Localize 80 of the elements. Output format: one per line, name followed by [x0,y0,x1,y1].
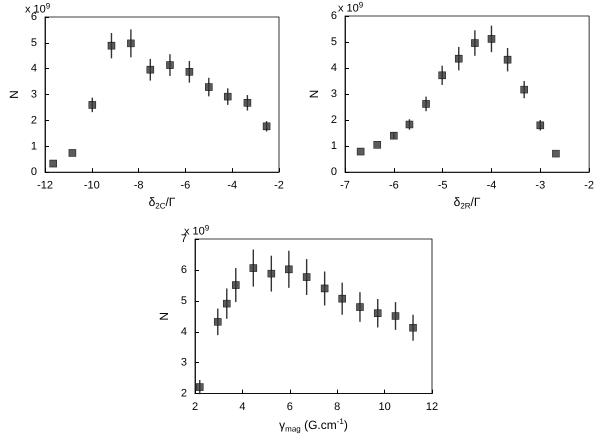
y-tick-label: 4 [30,62,38,75]
point [49,160,58,168]
y-tick-label: 1 [330,140,338,152]
x-tick-label: 2 [192,401,198,414]
point [224,92,232,100]
point [392,312,400,320]
x-tick-label: 10 [378,401,391,414]
y-tick-label: 3 [30,88,38,101]
x-tick-label: 8 [334,401,340,414]
y-tick-label: 7 [180,233,188,245]
x-tick-label: 12 [426,401,438,414]
y-tick-label: 3 [180,356,188,369]
y-tick-label: 3 [330,88,338,100]
x-tick-label: -6 [388,180,399,192]
point [454,54,463,62]
point [409,324,417,332]
x-tick-label: 6 [286,401,293,414]
x-tick-label: -5 [438,180,448,192]
point [504,56,512,64]
point [244,99,252,107]
point [320,284,328,292]
point [68,149,76,157]
point [285,266,293,274]
y-tick-label: 0 [30,166,38,178]
point [520,86,528,94]
point [374,309,382,318]
y-tick-label: 5 [30,36,38,49]
y-tick-label: 1 [30,140,38,152]
point [438,72,446,80]
point [422,100,430,108]
x-tick-label: -2 [584,180,594,192]
y-tick-label: 4 [180,326,188,338]
x-tick-label: -6 [180,180,190,192]
y-tick-label: 5 [180,294,188,307]
point [356,148,364,156]
x-tick-label: -10 [84,180,100,192]
x-tick-label: -8 [134,180,144,192]
point [302,273,310,281]
point [146,66,154,74]
point [262,122,270,130]
y-tick-label: 2 [330,114,338,126]
x-tick-label: 4 [239,401,246,414]
y-tick-label: 2 [30,114,38,126]
point [250,264,258,272]
point [356,303,364,311]
y-axis-title: N [157,312,171,321]
point [268,270,276,278]
x-tick-label: -4 [227,180,238,192]
y-tick-label: 6 [30,11,38,23]
y-axis-title: N [7,90,21,99]
point [552,150,560,158]
point [127,40,135,48]
point [488,35,496,43]
y-tick-label: 6 [180,264,188,276]
y-axis-title: N [307,90,321,98]
point [406,120,414,128]
point [205,83,213,91]
y-tick-label: 5 [330,36,338,48]
point [390,132,398,140]
point [108,42,116,50]
y-tick-label: 2 [180,388,188,400]
point [88,101,96,109]
point [186,68,194,76]
x-tick-label: -7 [340,180,350,192]
point [373,140,382,149]
point [214,318,222,326]
point [338,294,346,302]
point [536,121,544,130]
point [471,39,479,47]
y-tick-label: 4 [330,62,338,74]
point [196,383,204,391]
point [166,61,174,69]
x-tick-label: -3 [535,180,546,192]
x-tick-label: -12 [37,180,53,192]
point [222,300,231,308]
x-tick-label: -2 [274,180,284,192]
y-tick-label: 0 [330,166,338,178]
y-tick-label: 6 [330,10,338,22]
x-tick-label: -4 [486,180,496,192]
point [232,281,240,289]
